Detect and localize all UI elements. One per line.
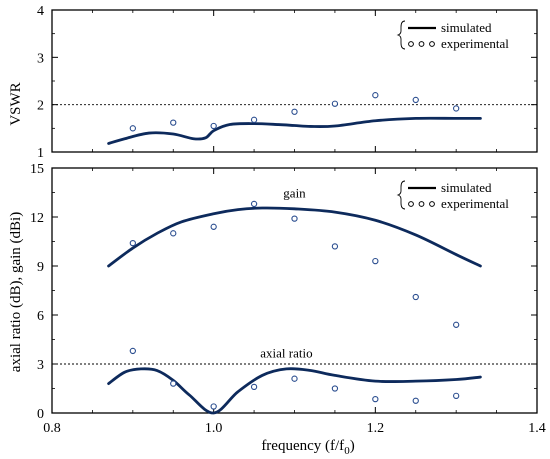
- simulated-line: [107, 116, 482, 145]
- y-tick-label: 3: [37, 51, 44, 66]
- experimental-point-axial-ratio: [250, 383, 258, 391]
- x-tick-label: 1.0: [205, 421, 223, 436]
- gain-series: [107, 200, 482, 415]
- experimental-point: [453, 105, 460, 112]
- x-tick-label: 0.8: [43, 421, 61, 436]
- vswr-y-axis-label: VSWR: [8, 82, 24, 125]
- experimental-point-axial-ratio: [291, 375, 298, 382]
- x-axis-label: frequency (f/f0): [261, 438, 354, 457]
- legend-brace: [396, 180, 406, 210]
- simulated-line-gain: [107, 206, 482, 268]
- legend-marker-swatch: [408, 201, 414, 207]
- gain-axial-panel: 0 3 6 9 12 15 0.8 1.0 1.2 1.4 axial ratio (dB), g…: [8, 162, 546, 457]
- experimental-point-axial-ratio: [210, 403, 217, 410]
- gain-y-axis-label: axial ratio (dB), gain (dBi): [8, 212, 24, 372]
- x-tick-label: 1.2: [367, 421, 385, 436]
- experimental-point-gain: [412, 293, 419, 301]
- legend-label-experimental: experimental: [441, 196, 509, 211]
- y-tick-label: 4: [37, 4, 44, 19]
- legend-marker-swatch: [429, 41, 435, 47]
- experimental-point-axial-ratio: [372, 395, 379, 403]
- y-tick-label: 1: [37, 146, 44, 161]
- y-tick-label: 15: [30, 162, 44, 177]
- experimental-point-axial-ratio: [129, 347, 136, 355]
- experimental-point-gain: [291, 215, 298, 222]
- experimental-point-gain: [453, 321, 460, 328]
- y-tick-label: 12: [30, 211, 44, 226]
- legend-label-experimental: experimental: [441, 36, 509, 51]
- legend-label-simulated: simulated: [441, 20, 492, 35]
- experimental-point-gain: [170, 230, 177, 237]
- legend-brace: [396, 20, 406, 50]
- experimental-point: [250, 116, 258, 123]
- experimental-point: [372, 92, 379, 99]
- y-tick-label: 2: [37, 99, 44, 114]
- y-tick-label: 0: [37, 407, 44, 422]
- experimental-point: [129, 125, 136, 132]
- y-tick-label: 9: [37, 260, 44, 275]
- experimental-point: [170, 119, 177, 126]
- vswr-series: [107, 92, 482, 145]
- simulated-line-axial-ratio: [107, 367, 482, 415]
- legend-marker-swatch: [418, 201, 425, 207]
- y-tick-label: 6: [37, 309, 44, 324]
- experimental-point-gain: [372, 257, 379, 265]
- vswr-ticks: 1 2 3 4: [37, 4, 538, 161]
- y-tick-label: 3: [37, 358, 44, 373]
- legend-label-simulated: simulated: [441, 180, 492, 195]
- experimental-point: [291, 108, 298, 115]
- experimental-point: [331, 100, 339, 107]
- annotation-axial-ratio: axial ratio: [260, 345, 312, 360]
- experimental-point-gain: [129, 239, 136, 247]
- experimental-point-axial-ratio: [170, 380, 177, 387]
- gain-annotations: gain axial ratio: [260, 185, 312, 360]
- experimental-point-axial-ratio: [331, 385, 339, 392]
- experimental-point-gain: [250, 200, 258, 208]
- gain-ticks: 0 3 6 9 12 15 0.8 1.0 1.2 1.4: [30, 162, 546, 436]
- experimental-point-gain: [210, 223, 217, 230]
- experimental-point-axial-ratio: [412, 397, 419, 404]
- experimental-point: [412, 96, 419, 104]
- experimental-point: [210, 122, 217, 130]
- legend-marker-swatch: [408, 41, 414, 47]
- x-tick-label: 1.4: [528, 421, 546, 436]
- annotation-gain: gain: [283, 185, 306, 200]
- legend-marker-swatch: [429, 201, 435, 207]
- legend-marker-swatch: [418, 41, 425, 47]
- experimental-point-axial-ratio: [453, 392, 460, 399]
- experimental-point-gain: [331, 243, 339, 250]
